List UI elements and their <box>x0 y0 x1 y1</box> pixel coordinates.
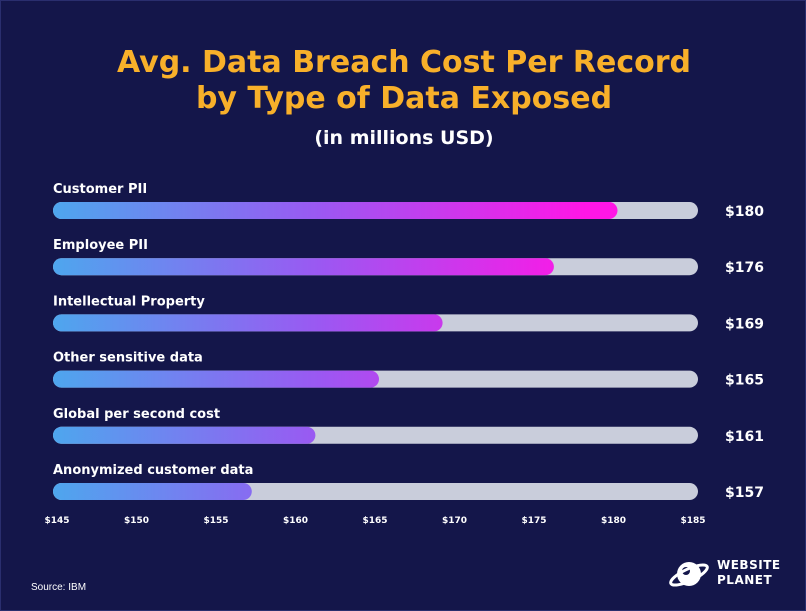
x-tick-label: $185 <box>680 516 705 526</box>
value-label: $161 <box>725 429 764 445</box>
chart-subtitle: (in millions USD) <box>314 127 494 149</box>
x-axis-ticks: $145 $150 $155 $160 $165 $170 $175 $180 $185 <box>44 516 705 526</box>
chart-title-line-1: Avg. Data Breach Cost Per Record <box>117 45 691 80</box>
value-label: $176 <box>725 260 764 276</box>
category-label: Anonymized customer data <box>53 463 253 478</box>
website-planet-logo: WEBSITE PLANET <box>669 554 789 594</box>
category-label: Global per second cost <box>53 407 220 422</box>
value-label: $169 <box>725 316 764 332</box>
x-tick-label: $165 <box>362 516 387 526</box>
bar <box>53 258 554 276</box>
value-label: $157 <box>725 485 764 501</box>
bars-group: Customer PII $180 Employee PII $176 Intellec… <box>53 182 764 501</box>
logo-line-2: PLANET <box>717 573 773 587</box>
bar <box>53 370 379 388</box>
category-label: Intellectual Property <box>53 294 205 309</box>
category-label: Employee PII <box>53 238 148 253</box>
category-label: Customer PII <box>53 182 147 197</box>
x-tick-label: $145 <box>44 516 69 526</box>
bar <box>53 202 618 219</box>
value-label: $165 <box>725 373 764 389</box>
globe-ring-icon <box>669 562 709 587</box>
x-tick-label: $155 <box>203 516 228 526</box>
logo-line-1: WEBSITE <box>717 558 781 572</box>
bar <box>53 426 316 444</box>
chart-title: Avg. Data Breach Cost Per Record by Type… <box>1 45 805 117</box>
x-tick-label: $170 <box>442 516 467 526</box>
x-tick-label: $160 <box>283 516 308 526</box>
x-tick-label: $180 <box>601 516 626 526</box>
bar <box>53 483 252 500</box>
x-tick-label: $175 <box>521 516 546 526</box>
logo-wordmark: WEBSITE PLANET <box>717 558 781 588</box>
x-tick-label: $150 <box>124 516 149 526</box>
bar <box>53 314 443 332</box>
chart-title-line-2: by Type of Data Exposed <box>195 81 613 116</box>
value-label: $180 <box>725 204 764 220</box>
category-label: Other sensitive data <box>53 351 203 366</box>
source-note: Source: IBM <box>31 582 87 593</box>
